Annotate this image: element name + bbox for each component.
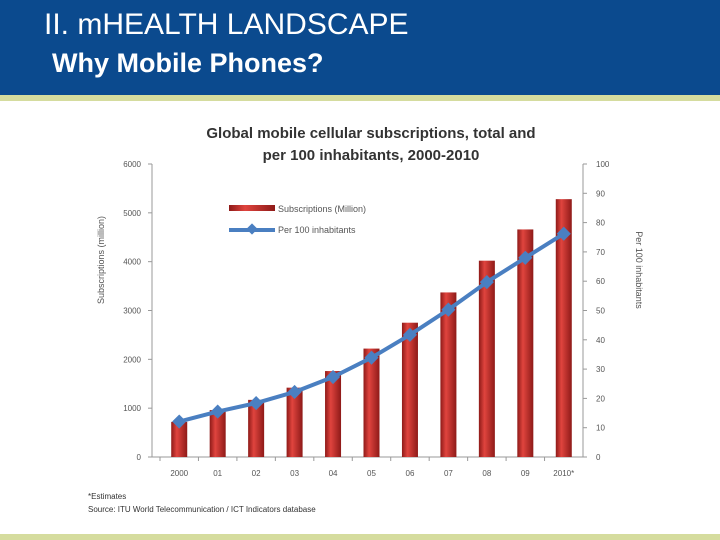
footer-rule — [0, 534, 720, 540]
line-marker-01 — [210, 404, 225, 419]
x-tick-label: 2010* — [553, 469, 574, 478]
y2-tick-label: 80 — [596, 219, 605, 228]
legend: Subscriptions (Million) Per 100 inhabita… — [229, 204, 366, 235]
y-tick-label: 5000 — [123, 209, 141, 218]
slide-header: II. mHEALTH LANDSCAPE Why Mobile Phones? — [0, 0, 720, 95]
chart-title-line2: per 100 inhabitants, 2000-2010 — [263, 147, 480, 164]
x-tick-label: 05 — [367, 469, 376, 478]
y2-tick-label: 50 — [596, 307, 605, 316]
bar-2010* — [555, 199, 572, 457]
y2-tick-label: 100 — [596, 160, 610, 169]
bar-06 — [401, 322, 418, 457]
x-tick-label: 09 — [521, 469, 530, 478]
y2-tick-label: 0 — [596, 453, 601, 462]
y2-tick-label: 70 — [596, 248, 605, 257]
legend-swatch-bars — [229, 205, 275, 211]
line-marker-04 — [325, 369, 341, 385]
y2-tick-label: 20 — [596, 394, 605, 403]
bar-02 — [248, 399, 265, 457]
x-tick-label: 04 — [329, 469, 338, 478]
y2-tick-label: 90 — [596, 189, 605, 198]
line-marker-2000 — [172, 414, 187, 429]
y2-tick-label: 40 — [596, 336, 605, 345]
x-tick-label: 02 — [252, 469, 261, 478]
bar-09 — [517, 229, 534, 457]
line-marker-03 — [287, 384, 302, 400]
slide-title: II. mHEALTH LANDSCAPE — [44, 8, 409, 41]
y2-tick-label: 30 — [596, 365, 605, 374]
line-marker-05 — [364, 350, 379, 365]
source-note: Source: ITU World Telecommunication / IC… — [88, 505, 316, 514]
legend-label-line: Per 100 inhabitants — [278, 225, 356, 235]
bar-03 — [286, 387, 303, 457]
header-rule — [0, 95, 720, 101]
y-tick-label: 1000 — [123, 404, 141, 413]
y2-axis-label: Per 100 inhabitants — [634, 231, 644, 309]
y2-tick-label: 10 — [596, 424, 605, 433]
y2-tick-label: 60 — [596, 277, 605, 286]
chart-title-line1: Global mobile cellular subscriptions, to… — [206, 125, 535, 142]
bar-08 — [478, 260, 495, 457]
x-tick-label: 07 — [444, 469, 453, 478]
legend-marker — [246, 223, 258, 235]
legend-label-bars: Subscriptions (Million) — [278, 204, 366, 214]
line-marker-02 — [249, 396, 264, 411]
bar-04 — [325, 371, 342, 457]
x-tick-label: 08 — [482, 469, 491, 478]
line-marker-08 — [479, 275, 494, 290]
y-tick-label: 4000 — [123, 258, 141, 267]
bar-05 — [363, 348, 380, 457]
line-marker-06 — [402, 327, 418, 342]
line-marker-09 — [518, 250, 533, 265]
bar-2000 — [171, 421, 188, 457]
y-tick-label: 3000 — [123, 307, 141, 316]
bar-07 — [440, 292, 457, 457]
x-tick-label: 06 — [406, 469, 415, 478]
line-marker-2010* — [556, 226, 571, 241]
x-tick-label: 01 — [213, 469, 222, 478]
y-axis-label: Subscriptions (million) — [96, 216, 106, 304]
line-marker-07 — [441, 302, 456, 317]
y-tick-label: 6000 — [123, 160, 141, 169]
footnote: *Estimates — [88, 492, 127, 501]
y-tick-label: 2000 — [123, 355, 141, 364]
x-tick-label: 2000 — [170, 469, 188, 478]
slide-subtitle: Why Mobile Phones? — [52, 48, 324, 78]
y-tick-label: 0 — [137, 453, 142, 462]
x-tick-label: 03 — [290, 469, 299, 478]
bar-01 — [209, 410, 226, 457]
